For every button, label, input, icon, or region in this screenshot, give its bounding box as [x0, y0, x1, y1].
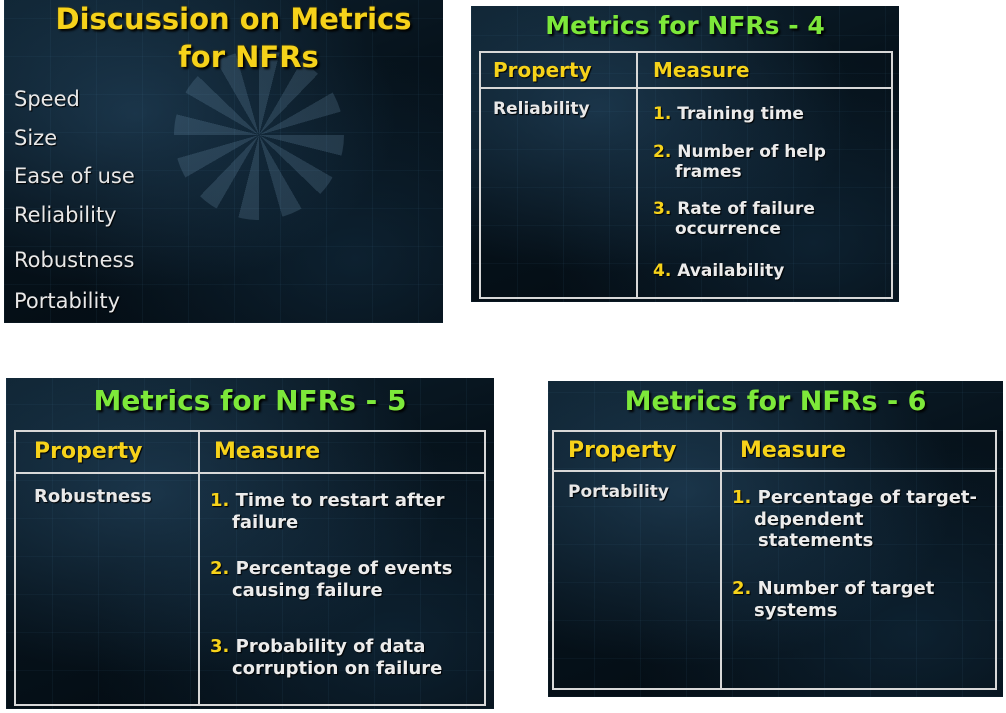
slide-discussion-metrics: Discussion on Metrics for NFRs Speed Siz…: [4, 0, 443, 323]
metrics-table: Property Measure Robustness 1. Time to r…: [14, 430, 486, 706]
measure-text: Time to restart after: [235, 490, 445, 511]
measure-text: Percentage of target-: [757, 487, 977, 508]
measure-number: 2.: [653, 142, 672, 162]
slide-metrics-nfrs-5: Metrics for NFRs - 5 Property Measure Ro…: [6, 378, 494, 709]
table-column-divider: [198, 432, 200, 704]
list-item: Reliability: [14, 203, 117, 227]
slide-metrics-nfrs-6: Metrics for NFRs - 6 Property Measure Po…: [548, 381, 1003, 697]
table-header-divider: [554, 470, 995, 472]
slide-metrics-nfrs-4: Metrics for NFRs - 4 Property Measure Re…: [471, 6, 899, 302]
measure-item: 1. Percentage of target- dependent state…: [732, 487, 977, 552]
property-value: Robustness: [34, 486, 152, 507]
list-item: Speed: [14, 87, 80, 111]
measure-item: 3. Rate of failure occurrence: [653, 199, 815, 240]
measure-number: 4.: [653, 261, 672, 281]
slide3-title: Metrics for NFRs - 5: [93, 384, 407, 417]
measure-text: Number of help: [677, 142, 826, 162]
slide4-title: Metrics for NFRs - 6: [624, 386, 927, 417]
measure-text-cont: failure: [232, 511, 299, 533]
measure-text: Percentage of events: [235, 558, 453, 579]
slide2-title: Metrics for NFRs - 4: [545, 11, 825, 40]
measure-number: 1.: [653, 104, 672, 124]
slide1-title-line2: for NFRs: [178, 40, 319, 74]
table-header-divider: [16, 472, 484, 474]
header-measure: Measure: [214, 439, 321, 464]
measure-number: 3.: [210, 636, 230, 657]
measure-text-cont: dependent: [754, 508, 864, 530]
measure-number: 1.: [210, 490, 230, 511]
measure-item: 2. Percentage of events causing failure: [210, 558, 452, 601]
metrics-table: Property Measure Portability 1. Percenta…: [552, 430, 997, 690]
fan-graphic: [174, 50, 344, 220]
measure-item: 3. Probability of data corruption on fai…: [210, 636, 442, 679]
measure-item: 1. Training time: [653, 104, 804, 124]
measure-item: 4. Availability: [653, 261, 784, 281]
measure-text: Number of target: [757, 578, 935, 599]
measure-item: 1. Time to restart after failure: [210, 490, 445, 533]
measure-text-cont: corruption on failure: [232, 657, 443, 679]
property-value: Reliability: [493, 99, 590, 119]
measure-text: Training time: [677, 104, 804, 124]
slide1-title-line1: Discussion on Metrics: [55, 2, 412, 36]
measure-number: 1.: [732, 487, 752, 508]
table-column-divider: [636, 53, 638, 297]
measure-number: 3.: [653, 199, 672, 219]
list-item: Portability: [14, 289, 120, 313]
table-column-divider: [720, 432, 722, 688]
header-measure: Measure: [740, 438, 847, 463]
measure-item: 2. Number of target systems: [732, 578, 934, 621]
measure-text-cont: systems: [754, 599, 838, 621]
measure-text-cont: frames: [675, 162, 742, 183]
measure-text-cont: causing failure: [232, 579, 383, 601]
table-header-divider: [481, 87, 891, 89]
measure-text: Availability: [677, 261, 785, 281]
measure-text: Rate of failure: [677, 199, 815, 219]
list-item: Ease of use: [14, 164, 135, 188]
measure-text: Probability of data: [235, 636, 426, 657]
list-item: Size: [14, 126, 58, 150]
measure-item: 2. Number of help frames: [653, 142, 826, 183]
header-property: Property: [568, 438, 677, 463]
measure-number: 2.: [732, 578, 752, 599]
measure-text-cont: occurrence: [675, 219, 781, 240]
header-property: Property: [493, 58, 592, 82]
header-measure: Measure: [653, 58, 750, 82]
measure-text-cont: statements: [758, 530, 874, 552]
header-property: Property: [34, 439, 143, 464]
metrics-table: Property Measure Reliability 1. Training…: [479, 51, 893, 299]
list-item: Robustness: [14, 248, 135, 272]
property-value: Portability: [568, 482, 669, 502]
measure-number: 2.: [210, 558, 230, 579]
